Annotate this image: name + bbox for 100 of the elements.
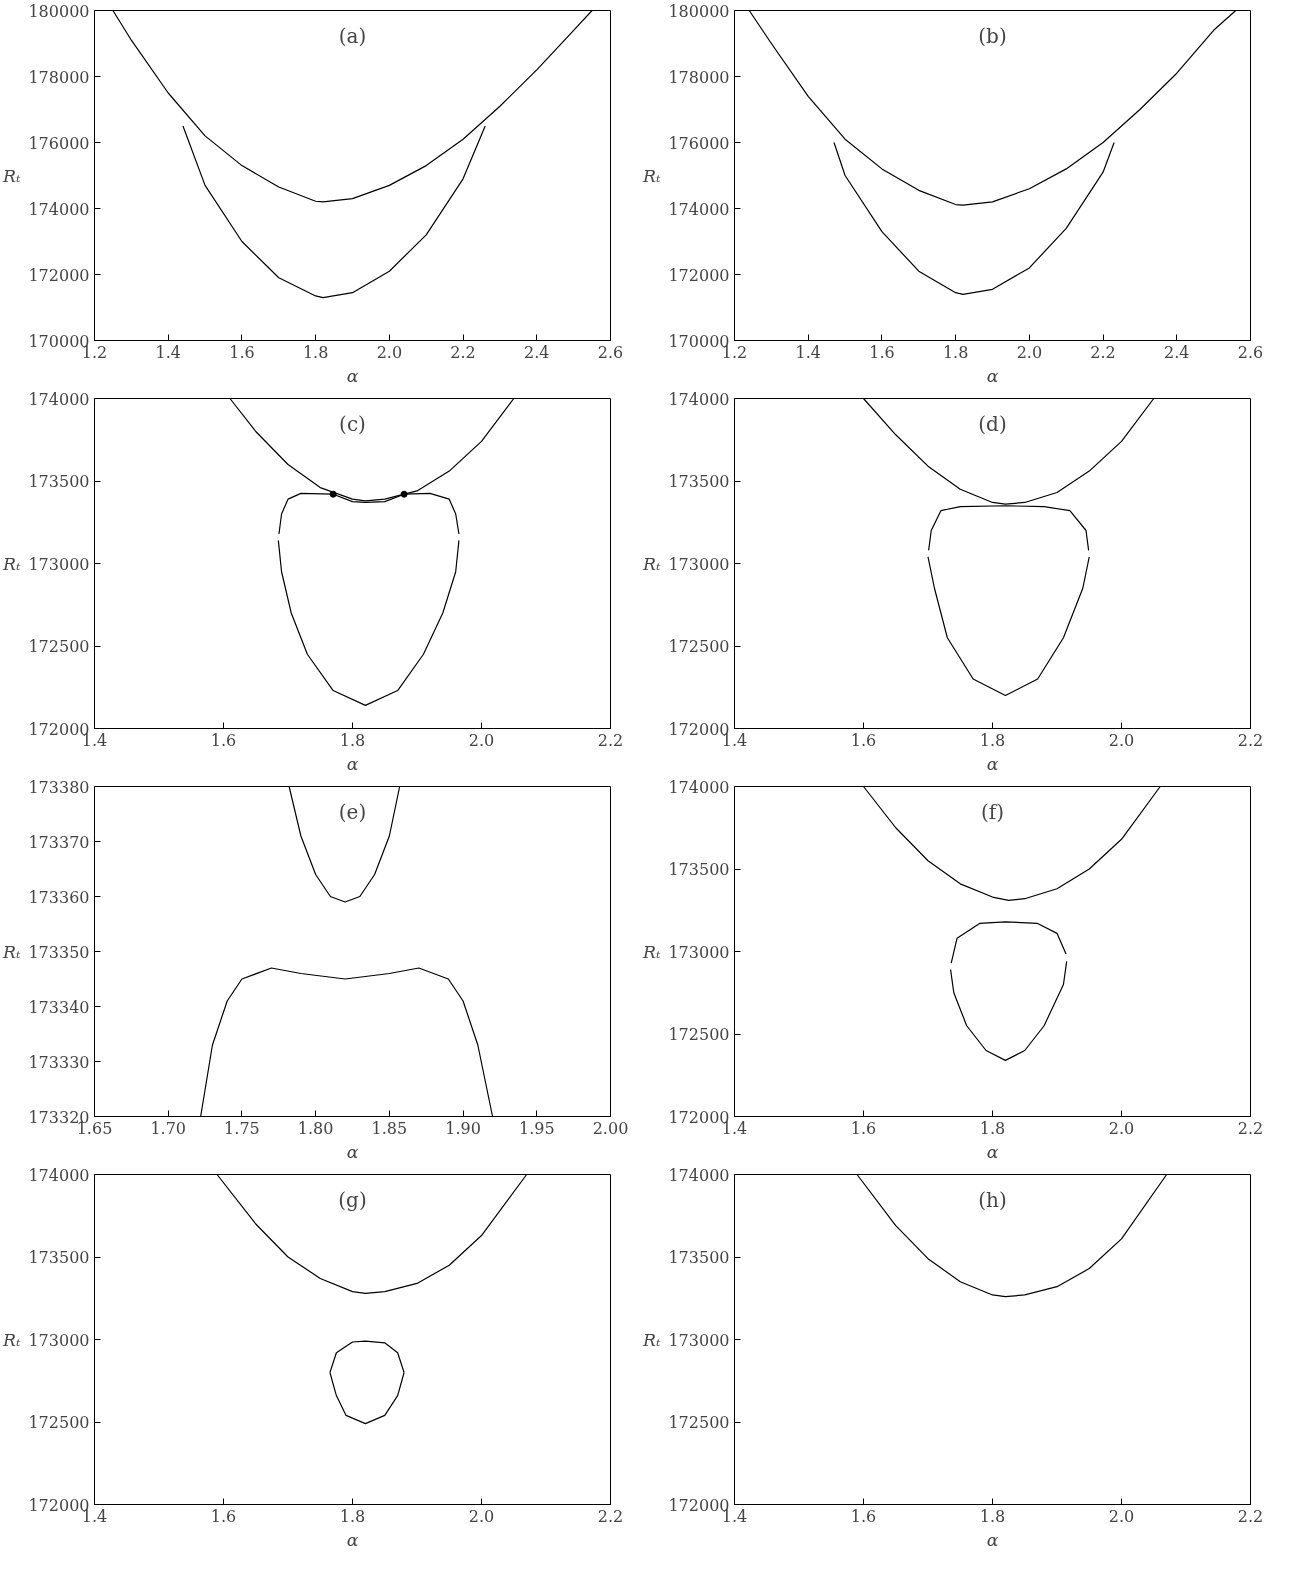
y-tick-label: 180000 — [28, 1, 90, 21]
annotation: (b) — [978, 23, 1007, 48]
x-tick-label: 2.2 — [1090, 342, 1116, 362]
x-tick-label: 1.6 — [850, 1118, 877, 1138]
x-tick-label: 2.2 — [1237, 1118, 1264, 1138]
x-tick-label: 1.8 — [979, 730, 1006, 750]
x-tick-label: 2.0 — [1108, 1118, 1135, 1138]
x-axis-title: α — [986, 1141, 999, 1162]
x-tick-label: 2.6 — [1237, 342, 1264, 362]
annotation: (a) — [338, 23, 367, 48]
x-tick-label: 1.6 — [229, 342, 255, 362]
x-tick-label: 1.6 — [210, 1506, 237, 1526]
y-tick-label: 172500 — [668, 1025, 730, 1044]
x-tick-label: 2.2 — [597, 1506, 624, 1526]
y-tick-label: 173360 — [28, 887, 90, 907]
y-tick-label: 178000 — [668, 67, 730, 87]
y-tick-label: 173000 — [668, 554, 730, 574]
x-tick-label: 1.6 — [850, 1506, 877, 1526]
y-tick-label: 174000 — [28, 389, 90, 409]
x-axis-title: α — [346, 753, 359, 774]
y-tick-label: 172500 — [28, 1413, 90, 1432]
y-tick-label: 173330 — [28, 1052, 90, 1072]
y-tick-label: 173500 — [28, 472, 90, 491]
annotation: (f) — [981, 799, 1005, 824]
x-axis-title: α — [346, 365, 359, 386]
x-tick-label: 2.2 — [597, 730, 624, 750]
x-tick-label: 1.70 — [150, 1118, 187, 1138]
y-tick-label: 174000 — [668, 389, 730, 409]
x-tick-label: 1.90 — [445, 1118, 481, 1138]
x-tick-label: 2.4 — [1164, 342, 1190, 362]
y-tick-label: 173380 — [28, 777, 90, 797]
y-tick-label: 174000 — [668, 1165, 730, 1185]
y-tick-label: 174000 — [668, 199, 730, 219]
y-tick-label: 174000 — [668, 777, 730, 797]
x-tick-label: 1.8 — [979, 1118, 1006, 1138]
x-tick-label: 1.6 — [850, 730, 877, 750]
y-tick-label: 173000 — [668, 942, 730, 962]
y-axis-title: Rₜ — [2, 165, 22, 186]
x-tick-label: 1.8 — [302, 342, 329, 362]
x-tick-label: 2.00 — [592, 1118, 629, 1138]
annotation: (h) — [978, 1187, 1007, 1212]
x-tick-label: 1.85 — [371, 1118, 408, 1138]
annotation: (e) — [338, 799, 367, 824]
x-tick-label: 1.4 — [795, 342, 821, 362]
y-tick-label: 173000 — [668, 1330, 730, 1350]
y-axis-title: Rₜ — [2, 1329, 22, 1350]
x-tick-label: 2.0 — [1016, 342, 1043, 362]
y-tick-label: 172000 — [668, 265, 730, 285]
y-tick-label: 173500 — [668, 860, 730, 879]
y-tick-label: 173000 — [28, 554, 90, 574]
x-axis-title: α — [986, 365, 999, 386]
y-tick-label: 172500 — [668, 637, 730, 656]
x-tick-label: 1.8 — [339, 730, 366, 750]
x-tick-label: 1.95 — [518, 1118, 555, 1138]
x-axis-title: α — [346, 1529, 359, 1550]
x-axis-title: α — [986, 753, 999, 774]
y-axis-title: Rₜ — [2, 553, 22, 574]
y-tick-label: 173000 — [28, 1330, 90, 1350]
y-tick-label: 173500 — [668, 472, 730, 491]
y-axis-title: Rₜ — [642, 1329, 662, 1350]
x-axis-title: α — [346, 1141, 359, 1162]
y-tick-label: 174000 — [28, 1165, 90, 1185]
x-tick-label: 1.4 — [155, 342, 181, 362]
x-tick-label: 1.6 — [210, 730, 237, 750]
y-tick-label: 174000 — [28, 199, 90, 219]
y-tick-label: 173370 — [28, 832, 90, 852]
annotation: (d) — [978, 411, 1007, 436]
x-tick-label: 2.6 — [597, 342, 624, 362]
x-tick-label: 2.0 — [468, 730, 495, 750]
x-tick-label: 1.80 — [297, 1118, 334, 1138]
x-tick-label: 2.0 — [1108, 730, 1135, 750]
y-axis-title: Rₜ — [642, 553, 662, 574]
y-tick-label: 180000 — [668, 1, 730, 21]
annotation: (c) — [339, 411, 366, 436]
x-tick-label: 2.0 — [376, 342, 403, 362]
x-tick-label: 1.8 — [942, 342, 969, 362]
x-tick-label: 2.4 — [524, 342, 550, 362]
x-tick-label: 1.75 — [224, 1118, 260, 1138]
x-tick-label: 2.0 — [1108, 1506, 1135, 1526]
y-tick-label: 172500 — [28, 637, 90, 656]
x-tick-label: 2.2 — [450, 342, 476, 362]
y-tick-label: 176000 — [28, 133, 90, 153]
x-tick-label: 1.6 — [869, 342, 895, 362]
y-tick-label: 178000 — [28, 67, 90, 87]
x-tick-label: 1.8 — [979, 1506, 1006, 1526]
y-tick-label: 173500 — [668, 1248, 730, 1267]
x-tick-label: 2.2 — [1237, 1506, 1264, 1526]
x-tick-label: 2.0 — [468, 1506, 495, 1526]
y-tick-label: 173500 — [28, 1248, 90, 1267]
y-tick-label: 173340 — [28, 997, 90, 1017]
y-axis-title: Rₜ — [2, 941, 22, 962]
y-axis-title: Rₜ — [642, 165, 662, 186]
y-tick-label: 173350 — [28, 942, 90, 962]
x-tick-label: 2.2 — [1237, 730, 1264, 750]
x-tick-label: 1.8 — [339, 1506, 366, 1526]
y-tick-label: 172000 — [28, 265, 90, 285]
y-tick-label: 176000 — [668, 133, 730, 153]
annotation: (g) — [338, 1187, 367, 1212]
y-axis-title: Rₜ — [642, 941, 662, 962]
y-tick-label: 172500 — [668, 1413, 730, 1432]
